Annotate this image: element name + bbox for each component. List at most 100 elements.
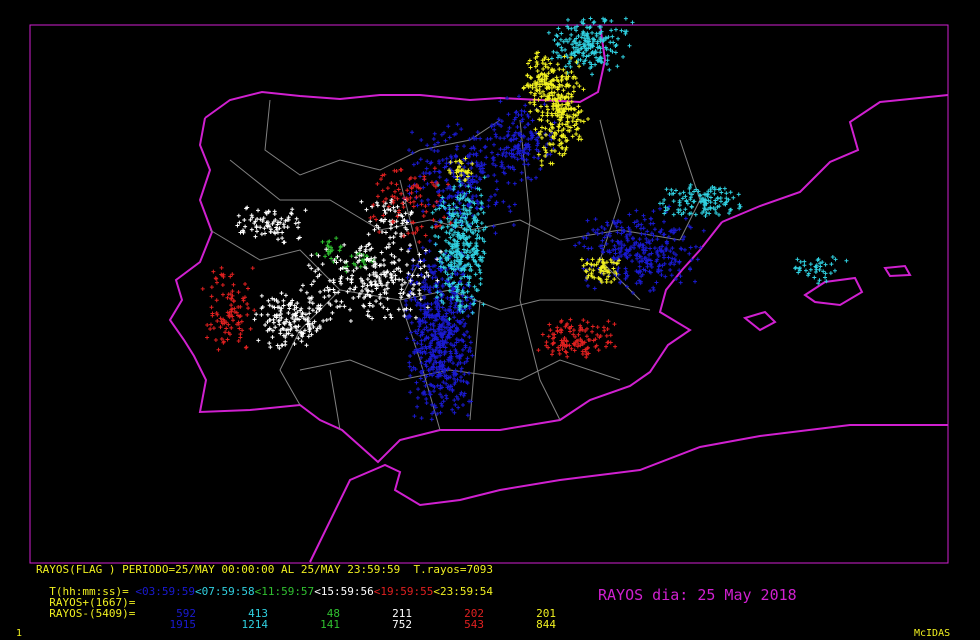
lightning-strike <box>680 196 685 201</box>
lightning-strike <box>607 250 612 255</box>
lightning-strike <box>603 265 608 270</box>
lightning-strike <box>459 215 464 220</box>
lightning-strike <box>581 87 586 92</box>
lightning-strike <box>462 144 467 149</box>
lightning-strike <box>457 179 462 184</box>
lightning-strike <box>662 232 667 237</box>
lightning-strike <box>609 28 614 33</box>
lightning-strike <box>678 280 683 285</box>
lightning-strike <box>584 352 589 357</box>
lightning-strike <box>435 298 440 303</box>
lightning-strike <box>798 259 803 264</box>
lightning-strike <box>411 183 416 188</box>
lightning-strike <box>560 341 565 346</box>
lightning-strike <box>325 249 330 254</box>
lightning-strike <box>258 225 263 230</box>
lightning-strike <box>391 200 396 205</box>
lightning-strike <box>463 307 468 312</box>
lightning-strike <box>320 262 325 267</box>
lightning-strike <box>362 295 367 300</box>
lightning-strike <box>482 162 487 167</box>
lightning-strike <box>478 270 483 275</box>
lightning-strike <box>481 227 486 232</box>
lightning-strike <box>295 301 300 306</box>
lightning-strike <box>444 161 449 166</box>
lightning-strike <box>561 67 566 72</box>
lightning-strike <box>456 282 461 287</box>
lightning-strike <box>270 221 275 226</box>
lightning-strike <box>327 239 332 244</box>
lightning-strike <box>418 174 423 179</box>
lightning-strike <box>415 273 420 278</box>
lightning-strike <box>440 403 445 408</box>
lightning-strike <box>413 297 418 302</box>
lightning-strike <box>610 34 615 39</box>
lightning-strike <box>377 229 382 234</box>
lightning-strike <box>493 202 498 207</box>
lightning-strike <box>311 325 316 330</box>
lightning-strike <box>418 193 423 198</box>
lightning-strike <box>793 266 798 271</box>
lightning-strike <box>259 312 264 317</box>
lightning-strike <box>466 283 471 288</box>
lightning-strike <box>579 339 584 344</box>
lightning-strike <box>540 332 545 337</box>
lightning-strike <box>507 125 512 130</box>
lightning-strike <box>538 167 543 172</box>
lightning-strike <box>457 165 462 170</box>
lightning-strike <box>663 274 668 279</box>
lightning-strike <box>577 84 582 89</box>
lightning-strike <box>453 220 458 225</box>
lightning-strike <box>448 325 453 330</box>
lightning-strike <box>429 160 434 165</box>
lightning-strike <box>471 200 476 205</box>
lightning-strike <box>386 204 391 209</box>
lightning-strike <box>317 272 322 277</box>
lightning-strike <box>683 216 688 221</box>
lightning-strike <box>345 276 350 281</box>
lightning-strike <box>419 202 424 207</box>
lightning-strike <box>290 333 295 338</box>
lightning-strike <box>423 309 428 314</box>
lightning-strike <box>484 155 489 160</box>
lightning-strike <box>454 244 459 249</box>
lightning-strike <box>205 323 210 328</box>
lightning-strike <box>700 211 705 216</box>
lightning-strike <box>518 139 523 144</box>
lightning-strike <box>339 281 344 286</box>
lightning-strike <box>689 257 694 262</box>
lightning-strike <box>461 285 466 290</box>
lightning-strike <box>434 317 439 322</box>
lightning-strike <box>808 267 813 272</box>
lightning-strike <box>579 137 584 142</box>
lightning-strike <box>461 211 466 216</box>
lightning-strike <box>477 176 482 181</box>
lightning-strike <box>289 211 294 216</box>
lightning-strike <box>634 240 639 245</box>
lightning-strike <box>328 316 333 321</box>
lightning-strike <box>467 306 472 311</box>
lightning-strike <box>703 213 708 218</box>
lightning-strike <box>418 303 423 308</box>
lightning-strike <box>284 332 289 337</box>
lightning-strike <box>535 62 540 67</box>
lightning-strike <box>228 274 233 279</box>
lightning-strike <box>455 211 460 216</box>
lightning-strike <box>426 335 431 340</box>
lightning-strike <box>498 136 503 141</box>
lightning-strike <box>644 236 649 241</box>
lightning-strike <box>437 342 442 347</box>
lightning-strike <box>569 94 574 99</box>
lightning-strike <box>814 263 819 268</box>
lightning-strike <box>571 89 576 94</box>
lightning-strike <box>607 270 612 275</box>
lightning-strike <box>565 39 570 44</box>
lightning-strike <box>374 299 379 304</box>
lightning-strike <box>511 152 516 157</box>
lightning-strike <box>467 234 472 239</box>
lightning-strike <box>493 163 498 168</box>
lightning-strike <box>400 221 405 226</box>
lightning-strike <box>555 62 560 67</box>
strike-count: 413 <box>248 607 268 620</box>
